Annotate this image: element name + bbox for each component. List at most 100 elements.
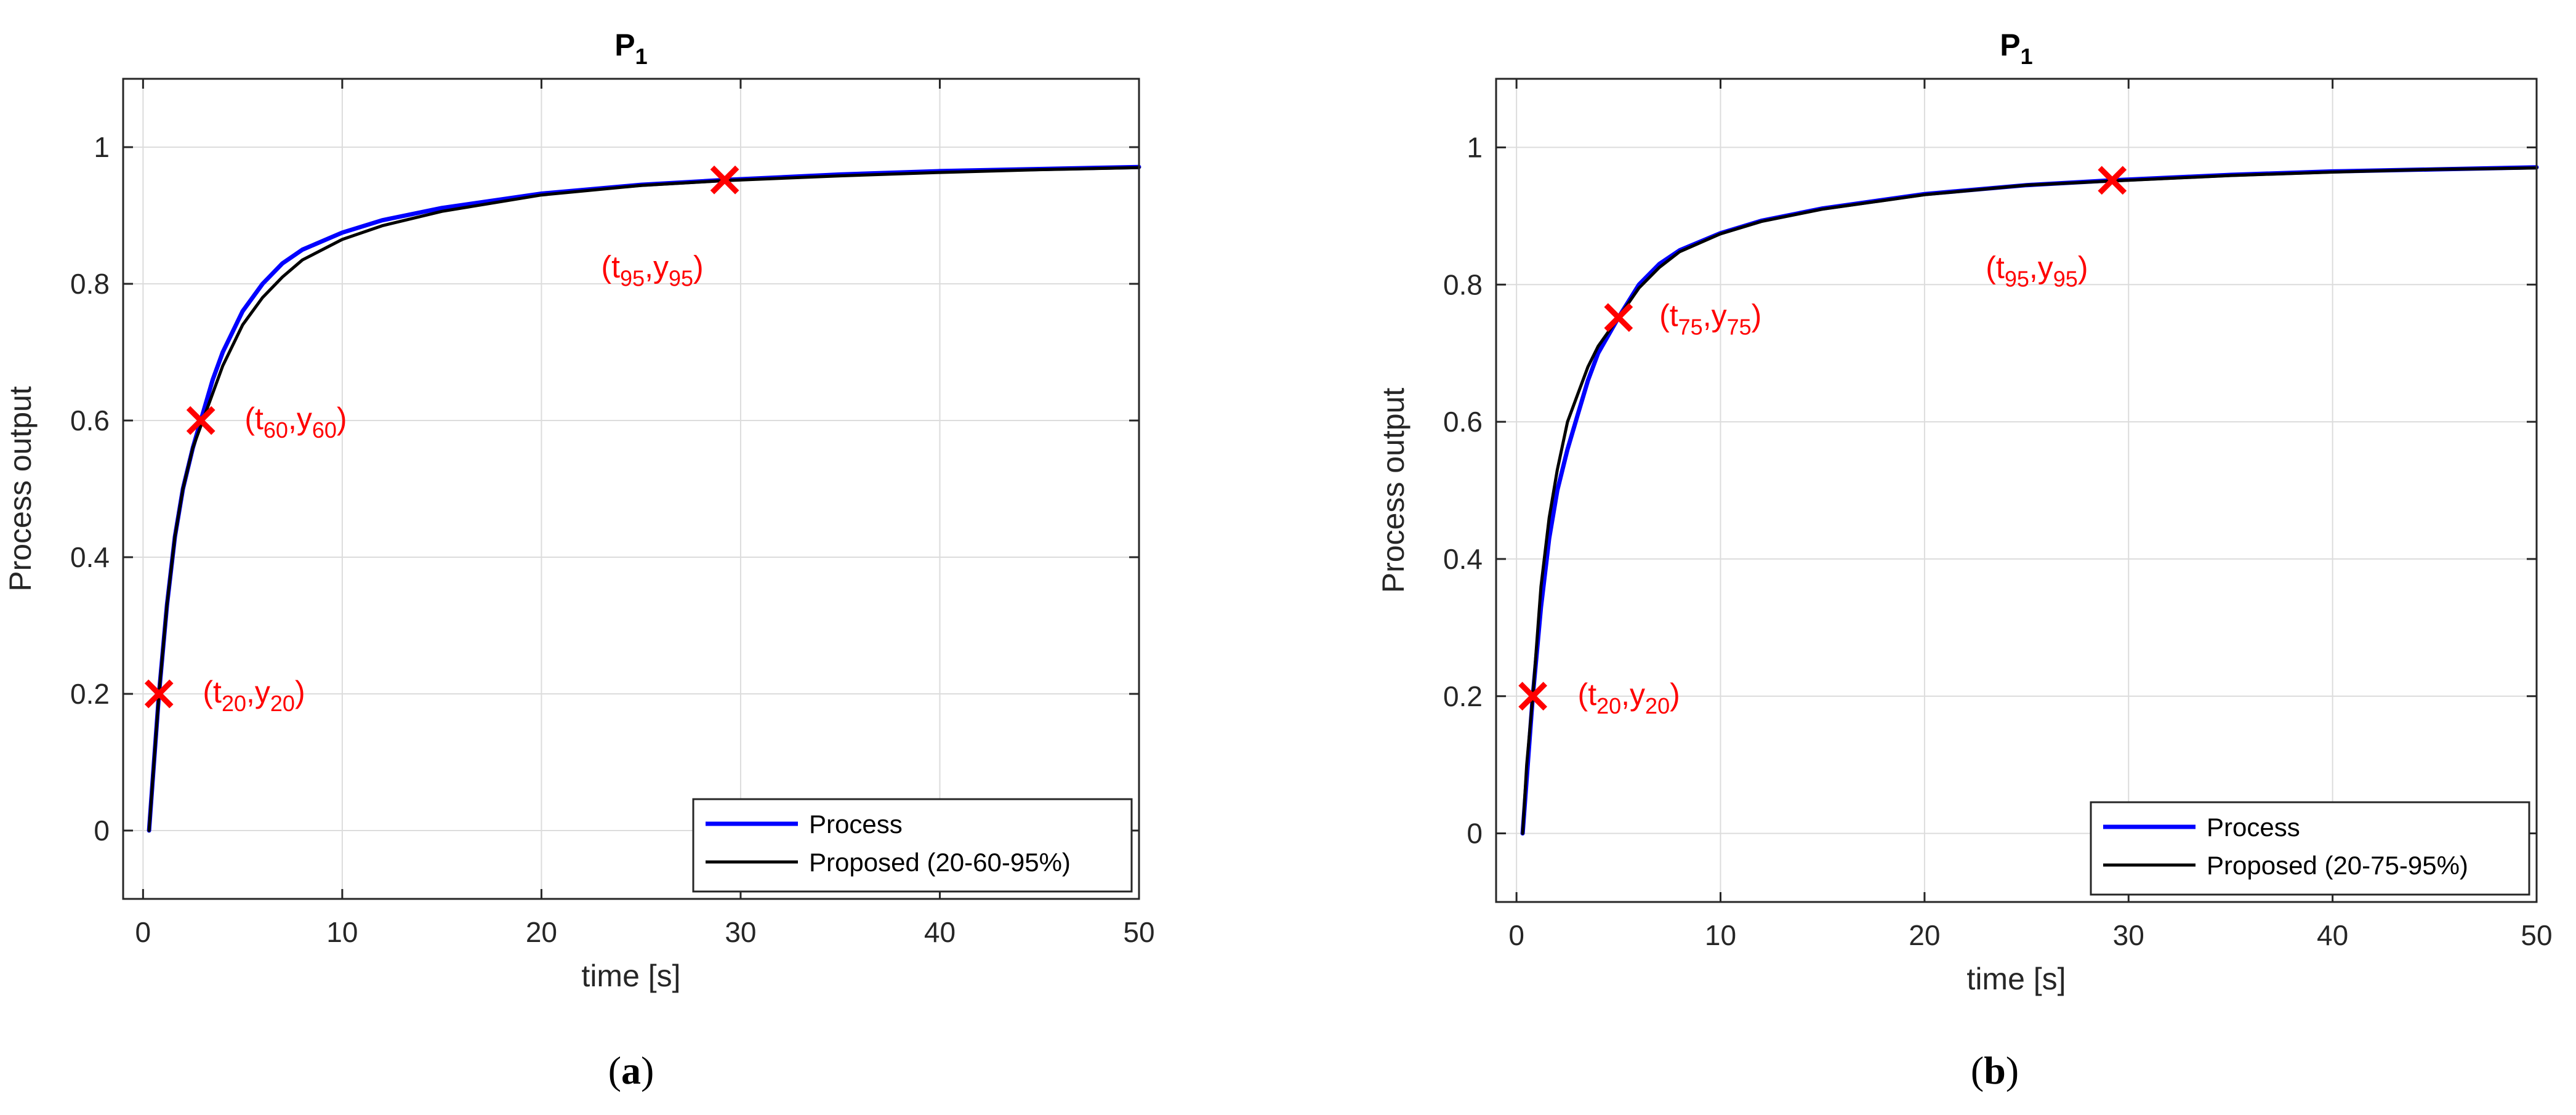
marker-label-close: ) [2078,251,2088,285]
marker-label-open: (t [1986,251,2005,285]
marker-label-close: ) [693,250,704,284]
marker-label: (t20,y20) [1578,677,1680,719]
chart-title-sub: 1 [635,44,648,69]
marker-cross-stroke [186,406,215,435]
marker-label: (t60,y60) [244,401,347,443]
marker-label-sub: 60 [264,417,288,443]
marker-label-sub: 95 [620,266,645,291]
caption-letter: a [621,1049,641,1092]
marker-label-open: (t [601,250,620,284]
marker-label-close: ) [295,675,305,709]
x-tick-label: 30 [2113,919,2144,951]
panel-caption: (a) [608,1049,654,1092]
y-axis-label: Process output [3,386,38,592]
y-axis-label: Process output [1376,388,1411,594]
legend-box [692,798,1133,893]
y-tick-label: 0.6 [70,405,110,437]
y-tick-label: 0.2 [70,678,110,710]
chart-title: P1 [614,28,647,69]
marker-label: (t20,y20) [203,675,305,716]
chart-title-main: P [614,28,635,62]
legend-label: Proposed (20-60-95%) [809,848,1071,877]
marker-label-sub: 95 [669,266,693,291]
x-tick-label: 50 [2521,919,2552,951]
plot-area [1496,79,2537,902]
marker-cross-stroke [1518,682,1548,711]
x-tick-label: 50 [1123,916,1154,948]
marker-label-open: (t [203,675,222,709]
marker-label-sub: 75 [1678,315,1703,340]
marker-label-sub: 95 [2005,267,2029,292]
legend-box [2090,801,2530,896]
marker-label-mid: ,y [1703,299,1727,333]
chart-title-main: P [2000,28,2020,62]
legend-label: Process [2207,813,2300,842]
marker-point [710,165,739,195]
chart-title: P1 [2000,28,2032,69]
marker-label: (t95,y95) [1986,251,2088,292]
axes-box [1495,78,2538,903]
marker-cross-stroke [710,165,739,195]
chart-panel-a: 0 10 20 30 40 5000.20.40.60.81(t20,y20)(t60,y… [3,28,1155,1092]
x-tick-label: 0 [135,916,151,948]
x-tick-label: 40 [924,916,956,948]
y-tick-label: 0 [1467,818,1483,850]
marker-label: (t95,y95) [601,250,703,291]
chart-panel-b: 0 10 20 30 40 5000.20.40.60.81(t20,y20)(t75,y… [1376,28,2553,1092]
legend-label: Process [809,810,903,839]
x-tick-label: 20 [1909,919,1940,951]
marker-label-sub: 95 [2053,267,2078,292]
caption-letter: b [1984,1049,2006,1092]
y-tick-label: 0.4 [70,541,110,573]
x-tick-label: 10 [1705,919,1736,951]
marker-label-close: ) [1670,677,1680,712]
marker-point [1518,682,1548,711]
x-tick-label: 10 [326,916,358,948]
marker-label-mid: ,y [288,401,312,436]
marker-label-sub: 75 [1727,315,1752,340]
marker-label-close: ) [1752,299,1762,333]
caption-open: ( [1971,1049,1984,1092]
marker-point [2098,166,2127,195]
plot-area [123,79,1139,899]
marker-label-sub: 20 [270,691,295,716]
y-tick-label: 0.8 [70,268,110,300]
marker-label-close: ) [337,401,347,436]
x-tick-label: 40 [2317,919,2348,951]
series-line-proposed [147,166,1141,832]
x-tick-label: 20 [526,916,557,948]
caption-close: ) [641,1049,654,1092]
caption-close: ) [2006,1049,2019,1092]
x-tick-label: 30 [725,916,756,948]
marker-cross-stroke [2098,166,2127,195]
marker-point [144,679,174,709]
marker-label-mid: ,y [1621,677,1645,712]
x-axis-label: time [s] [1966,962,2066,996]
y-tick-label: 1 [94,131,110,163]
marker-label-mid: ,y [246,675,270,709]
y-tick-label: 0.6 [1443,406,1483,438]
panel-caption: (b) [1971,1049,2019,1092]
legend: Process Proposed (20-75-95%) [2090,801,2530,896]
marker-point [1604,303,1633,332]
marker-label-sub: 20 [1596,693,1621,719]
legend-label: Proposed (20-75-95%) [2207,851,2468,880]
marker-label-open: (t [244,401,264,436]
y-tick-label: 0.8 [1443,268,1483,300]
chart-title-sub: 1 [2021,44,2033,69]
marker-label-mid: ,y [2029,251,2053,285]
marker-label-sub: 60 [312,417,337,443]
legend: Process Proposed (20-60-95%) [692,798,1133,893]
marker-point [186,406,215,435]
marker-label-open: (t [1578,677,1597,712]
marker-label-mid: ,y [645,250,669,284]
caption-open: ( [608,1049,621,1092]
y-tick-label: 0.4 [1443,543,1483,575]
axis-ticks [1496,79,2538,902]
marker-label-sub: 20 [222,691,246,716]
x-axis-label: time [s] [581,959,680,993]
marker-cross-stroke [144,679,174,709]
x-tick-label: 0 [1508,919,1524,951]
marker-cross-stroke [1604,303,1633,332]
